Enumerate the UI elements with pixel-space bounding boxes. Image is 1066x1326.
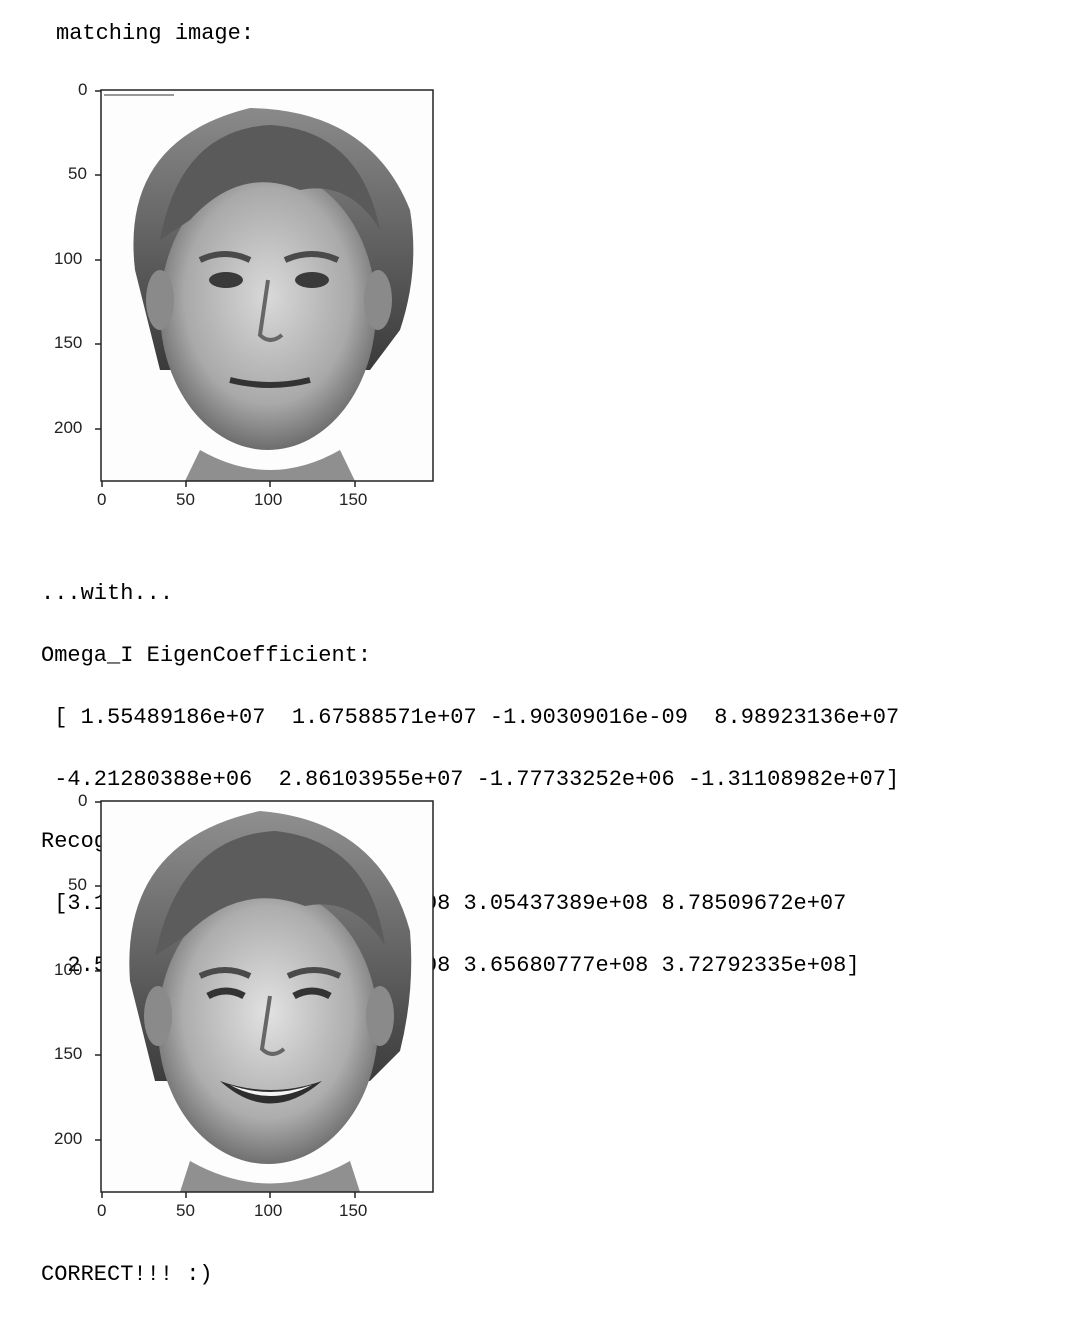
omega-label: Omega_I EigenCoefficient: (41, 643, 372, 668)
x-tick-label: 50 (176, 490, 195, 509)
y-tick-label: 200 (54, 1129, 83, 1148)
y-tick-label: 50 (68, 875, 87, 894)
with-line: ...with... (41, 581, 174, 606)
y-tick-label: 150 (54, 333, 83, 352)
face-plot-matching: 0 50 100 150 200 0 50 100 150 (40, 70, 460, 510)
x-tick-label: 150 (339, 1201, 368, 1220)
face-image-smiling (95, 800, 434, 1198)
y-tick-label: 200 (54, 418, 83, 437)
y-tick-label: 0 (78, 80, 88, 99)
y-tick-label: 0 (78, 791, 88, 810)
x-tick-label: 0 (97, 1201, 107, 1220)
x-tick-label: 0 (97, 490, 107, 509)
result-message: CORRECT!!! :) (41, 1262, 213, 1287)
y-tick-label: 150 (54, 1044, 83, 1063)
x-tick-label: 100 (254, 1201, 283, 1220)
output-header: matching image: (56, 21, 255, 46)
face-image-neutral (95, 89, 434, 487)
omega-row-1: [ 1.55489186e+07 1.67588571e+07 -1.90309… (41, 705, 900, 730)
y-tick-label: 100 (54, 960, 83, 979)
x-tick-label: 100 (254, 490, 283, 509)
face-plot-recognized: 0 50 100 150 200 0 50 100 150 (40, 781, 460, 1221)
y-tick-label: 50 (68, 164, 87, 183)
x-tick-label: 50 (176, 1201, 195, 1220)
omega-row-2: -4.21280388e+06 2.86103955e+07 -1.777332… (41, 767, 900, 792)
y-tick-label: 100 (54, 249, 83, 268)
x-tick-label: 150 (339, 490, 368, 509)
